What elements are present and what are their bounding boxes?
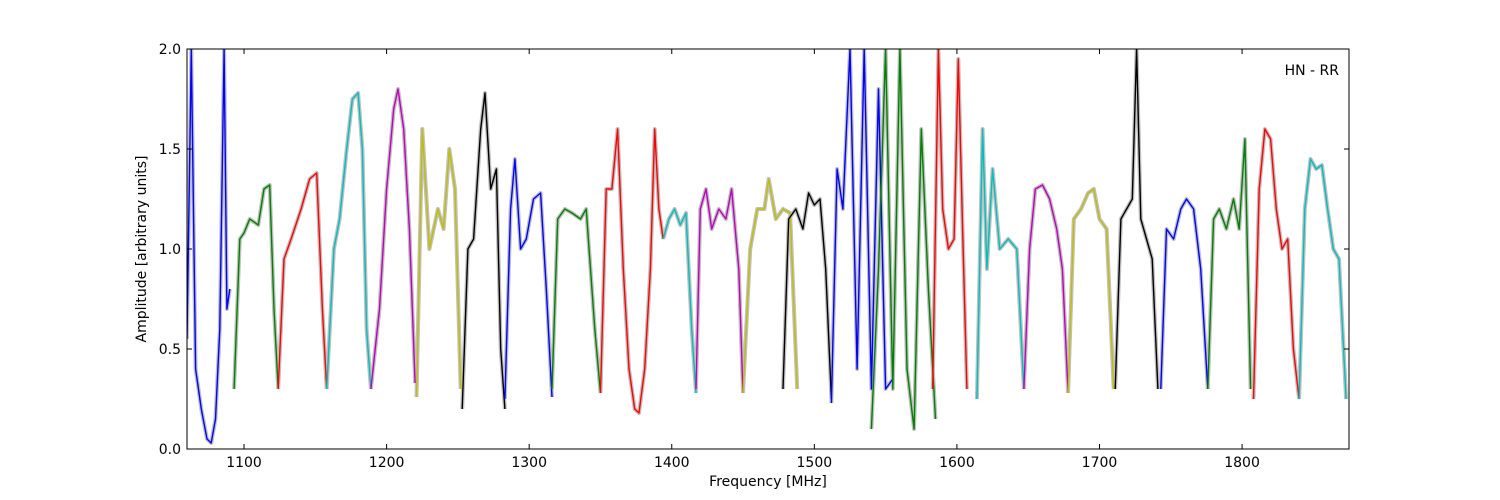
plot-annotation: HN - RR: [1285, 63, 1340, 79]
series-line-11: [695, 188, 744, 394]
y-axis-label: Amplitude [arbitrary units]: [134, 156, 150, 343]
series-line-9: [599, 128, 664, 414]
background-trace-12: [741, 177, 800, 394]
plot-area: [187, 49, 1349, 445]
series-line-21: [1160, 198, 1209, 390]
x-axis-ticks: 1100 1200 1300 1400 1500 1600 1700 1800: [226, 49, 1260, 471]
y-tick-label-2: 1.0: [159, 242, 181, 258]
x-tick-label-3: 1400: [654, 455, 690, 471]
series-line-12: [742, 178, 798, 394]
background-trace-layer: [187, 49, 1349, 445]
background-trace-5: [414, 127, 463, 398]
x-tick-label-5: 1600: [939, 455, 975, 471]
y-tick-label-3: 1.5: [159, 142, 181, 158]
series-line-3: [326, 92, 372, 390]
y-axis-ticks: 0.0 0.5 1.0 1.5 2.0: [159, 42, 1349, 458]
background-trace-23: [1251, 127, 1302, 400]
x-axis-label: Frequency [MHz]: [709, 474, 827, 490]
series-line-1: [233, 184, 279, 390]
background-trace-1: [232, 183, 281, 390]
background-trace-19: [1066, 187, 1116, 394]
background-trace-18: [1021, 183, 1071, 394]
series-line-0: [187, 49, 231, 444]
series-line-7: [504, 158, 553, 400]
series-line-13: [782, 192, 833, 400]
series-line-16: [932, 49, 968, 390]
x-tick-label-6: 1700: [1082, 455, 1118, 471]
series-line-24: [1298, 158, 1347, 400]
series-line-19: [1067, 188, 1115, 394]
series-line-8: [551, 208, 602, 394]
series-line-23: [1252, 128, 1300, 400]
background-trace-4: [368, 87, 418, 390]
x-tick-label-7: 1800: [1224, 455, 1260, 471]
series-line-14: [830, 49, 894, 404]
series-line-20: [1114, 49, 1159, 390]
series-line-17: [976, 128, 1025, 400]
background-trace-21: [1158, 197, 1210, 390]
series-line-4: [370, 88, 416, 390]
y-tick-label-1: 0.5: [159, 342, 181, 358]
background-trace-22: [1205, 137, 1253, 390]
y-tick-label-4: 2.0: [159, 42, 181, 58]
x-tick-label-2: 1300: [511, 455, 547, 471]
series-line-5: [415, 128, 462, 398]
series-line-6: [461, 92, 506, 410]
background-trace-11: [694, 187, 745, 394]
series-line-18: [1023, 184, 1069, 394]
background-trace-10: [661, 207, 698, 394]
x-tick-label-4: 1500: [797, 455, 833, 471]
series-line-2: [277, 172, 328, 390]
series-layer: [187, 49, 1347, 444]
x-tick-label-0: 1100: [226, 455, 262, 471]
y-tick-label-0: 0.0: [159, 442, 181, 458]
series-line-15: [870, 49, 937, 430]
series-line-10: [662, 208, 697, 394]
series-line-22: [1207, 138, 1252, 390]
x-tick-label-1: 1200: [369, 455, 405, 471]
